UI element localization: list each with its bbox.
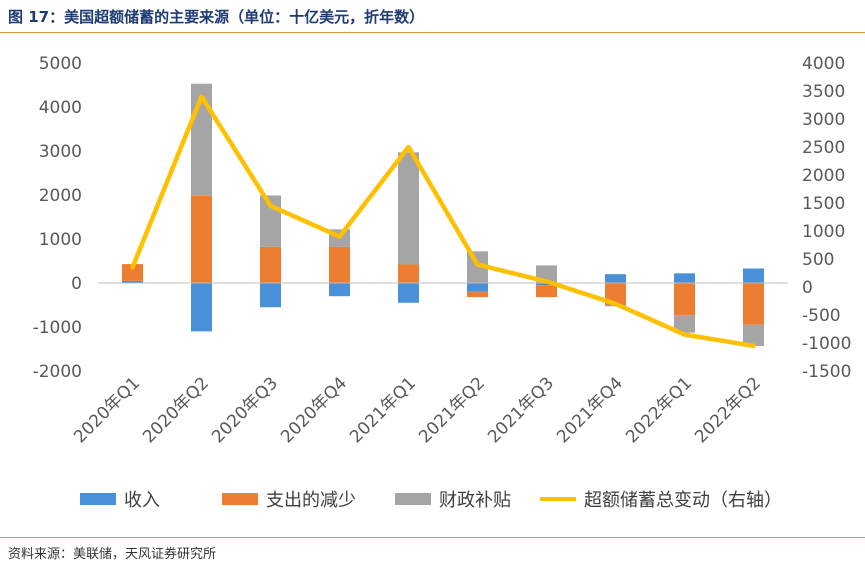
legend-spending-cut-label: 支出的减少: [266, 490, 356, 511]
bar-spending-cut-10: [743, 283, 764, 325]
right-tick-label: 2000: [802, 166, 845, 186]
right-tick-label: -1500: [802, 362, 851, 382]
legend-income-label: 收入: [124, 490, 160, 511]
source-note: 资料来源：美联储，天风证券研究所: [8, 547, 217, 562]
right-tick-label: 500: [802, 250, 834, 270]
left-tick-label: 1000: [39, 230, 82, 250]
category-label: 2022年Q1: [622, 373, 696, 447]
bar-income-1: [122, 280, 143, 283]
left-tick-label: 4000: [39, 98, 82, 118]
left-tick-label: -1000: [33, 318, 82, 338]
bar-income-9: [674, 273, 695, 283]
right-tick-label: 1500: [802, 194, 845, 214]
category-label: 2021年Q4: [553, 373, 627, 447]
bar-fiscal-10: [743, 324, 764, 346]
bar-spending-cut-5: [398, 264, 419, 283]
bar-spending-cut-1: [122, 264, 143, 281]
right-tick-label: -1000: [802, 334, 851, 354]
title-divider: [0, 32, 865, 33]
category-label: 2022年Q2: [691, 373, 765, 447]
bar-income-5: [398, 283, 419, 303]
right-tick-label: 0: [802, 278, 813, 298]
bar-income-4: [329, 283, 350, 297]
bar-income-7: [536, 283, 557, 286]
category-label: 2020年Q3: [208, 373, 282, 447]
bar-income-6: [467, 283, 488, 292]
legend-fiscal-label: 财政补贴: [439, 490, 511, 511]
bar-income-8: [605, 274, 626, 283]
bar-fiscal-9: [674, 315, 695, 333]
left-tick-label: 3000: [39, 142, 82, 162]
legend-fiscal-swatch: [395, 493, 431, 505]
excess-savings-chart: -2000-1000010002000300040005000-1500-100…: [33, 54, 852, 511]
bar-fiscal-5: [398, 152, 419, 265]
left-tick-label: 5000: [39, 54, 82, 74]
right-tick-label: -500: [802, 306, 841, 326]
bar-spending-cut-4: [329, 246, 350, 283]
category-label: 2021年Q1: [346, 373, 420, 447]
figure-title: 图 17：美国超额储蓄的主要来源（单位：十亿美元，折年数）: [8, 8, 425, 26]
right-tick-label: 4000: [802, 54, 845, 74]
source-divider: [0, 537, 865, 538]
total-change-line: [130, 94, 756, 349]
bar-spending-cut-7: [536, 285, 557, 298]
axes-layer: -2000-1000010002000300040005000-1500-100…: [33, 54, 852, 447]
category-label: 2020年Q2: [139, 373, 213, 447]
bar-spending-cut-3: [260, 246, 281, 283]
bar-spending-cut-8: [605, 283, 626, 305]
bar-income-3: [260, 283, 281, 308]
category-label: 2021年Q2: [415, 373, 489, 447]
category-label: 2020年Q1: [70, 373, 144, 447]
bar-spending-cut-2: [191, 195, 212, 283]
line-layer: [130, 94, 756, 349]
bar-income-2: [191, 283, 212, 332]
bar-income-10: [743, 268, 764, 283]
legend-total-change-label: 超额储蓄总变动（右轴）: [584, 490, 782, 511]
left-tick-label: -2000: [33, 362, 82, 382]
right-tick-label: 3500: [802, 82, 845, 102]
right-tick-label: 2500: [802, 138, 845, 158]
bar-spending-cut-9: [674, 283, 695, 316]
left-tick-label: 2000: [39, 186, 82, 206]
left-tick-label: 0: [71, 274, 82, 294]
legend-income-swatch: [80, 493, 116, 505]
category-label: 2021年Q3: [484, 373, 558, 447]
category-label: 2020年Q4: [277, 373, 351, 447]
bar-spending-cut-6: [467, 291, 488, 298]
right-tick-label: 3000: [802, 110, 845, 130]
legend: 收入 支出的减少 财政补贴 超额储蓄总变动（右轴）: [80, 490, 782, 511]
right-tick-label: 1000: [802, 222, 845, 242]
legend-spending-cut-swatch: [222, 493, 258, 505]
